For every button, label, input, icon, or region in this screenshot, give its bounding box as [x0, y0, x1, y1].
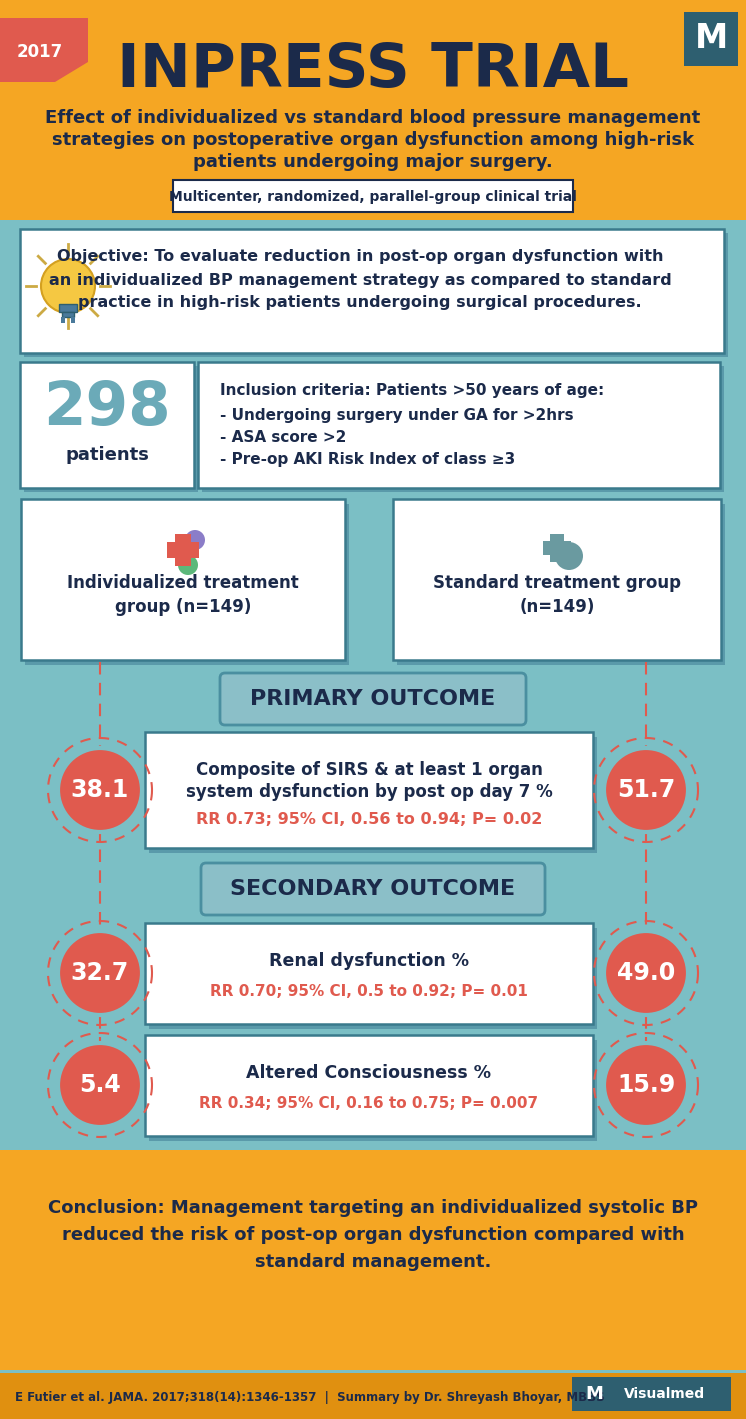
Text: - Pre-op AKI Risk Index of class ≥3: - Pre-op AKI Risk Index of class ≥3 [220, 453, 515, 467]
FancyBboxPatch shape [202, 366, 724, 492]
Text: standard management.: standard management. [255, 1253, 491, 1271]
Text: patients: patients [65, 446, 149, 464]
Text: system dysfunction by post op day 7 %: system dysfunction by post op day 7 % [186, 783, 552, 800]
FancyBboxPatch shape [175, 534, 191, 566]
FancyBboxPatch shape [61, 316, 65, 324]
Circle shape [604, 931, 688, 1015]
FancyBboxPatch shape [220, 673, 526, 725]
Text: E Futier et al. JAMA. 2017;318(14):1346-1357  |  Summary by Dr. Shreyash Bhoyar,: E Futier et al. JAMA. 2017;318(14):1346-… [15, 1391, 605, 1403]
Text: 5.4: 5.4 [79, 1073, 121, 1097]
Text: 15.9: 15.9 [617, 1073, 675, 1097]
Text: Conclusion: Management targeting an individualized systolic BP: Conclusion: Management targeting an indi… [48, 1199, 698, 1218]
Text: 32.7: 32.7 [71, 961, 129, 985]
FancyBboxPatch shape [20, 362, 194, 488]
Text: Composite of SIRS & at least 1 organ: Composite of SIRS & at least 1 organ [195, 761, 542, 779]
Text: Multicenter, randomized, parallel-group clinical trial: Multicenter, randomized, parallel-group … [169, 190, 577, 204]
FancyBboxPatch shape [71, 316, 75, 324]
FancyBboxPatch shape [397, 504, 725, 666]
Text: 38.1: 38.1 [71, 778, 129, 802]
FancyBboxPatch shape [24, 233, 728, 358]
FancyBboxPatch shape [145, 922, 593, 1025]
Text: Altered Consciousness %: Altered Consciousness % [246, 1064, 492, 1083]
FancyBboxPatch shape [167, 542, 199, 558]
Text: Visualmed: Visualmed [624, 1386, 704, 1401]
FancyBboxPatch shape [59, 304, 77, 312]
Circle shape [58, 748, 142, 832]
Text: Inclusion criteria: Patients >50 years of age:: Inclusion criteria: Patients >50 years o… [220, 383, 604, 397]
Circle shape [604, 748, 688, 832]
Text: Individualized treatment
group (n=149): Individualized treatment group (n=149) [67, 573, 299, 616]
Circle shape [604, 1043, 688, 1127]
Text: 49.0: 49.0 [617, 961, 675, 985]
Text: Objective: To evaluate reduction in post-op organ dysfunction with: Objective: To evaluate reduction in post… [57, 250, 663, 264]
Circle shape [178, 555, 198, 575]
Text: 51.7: 51.7 [617, 778, 675, 802]
Text: - ASA score >2: - ASA score >2 [220, 430, 346, 446]
FancyBboxPatch shape [201, 863, 545, 915]
FancyBboxPatch shape [0, 1374, 746, 1419]
FancyBboxPatch shape [145, 1034, 593, 1137]
Text: Standard treatment group
(n=149): Standard treatment group (n=149) [433, 573, 681, 616]
Text: RR 0.73; 95% CI, 0.56 to 0.94; P= 0.02: RR 0.73; 95% CI, 0.56 to 0.94; P= 0.02 [195, 813, 542, 827]
FancyBboxPatch shape [20, 228, 724, 353]
Text: reduced the risk of post-op organ dysfunction compared with: reduced the risk of post-op organ dysfun… [62, 1226, 684, 1244]
FancyBboxPatch shape [684, 11, 738, 67]
Text: an individualized BP management strategy as compared to standard: an individualized BP management strategy… [48, 272, 671, 288]
Circle shape [555, 542, 583, 570]
FancyBboxPatch shape [198, 362, 720, 488]
FancyBboxPatch shape [0, 1374, 746, 1419]
FancyBboxPatch shape [145, 732, 593, 849]
Text: RR 0.70; 95% CI, 0.5 to 0.92; P= 0.01: RR 0.70; 95% CI, 0.5 to 0.92; P= 0.01 [210, 983, 528, 999]
FancyBboxPatch shape [393, 499, 721, 660]
FancyBboxPatch shape [149, 928, 597, 1029]
Circle shape [58, 931, 142, 1015]
FancyBboxPatch shape [173, 180, 573, 211]
FancyBboxPatch shape [62, 312, 74, 316]
Text: practice in high-risk patients undergoing surgical procedures.: practice in high-risk patients undergoin… [78, 295, 642, 311]
Text: Effect of individualized vs standard blood pressure management: Effect of individualized vs standard blo… [46, 109, 700, 126]
Text: - Undergoing surgery under GA for >2hrs: - Undergoing surgery under GA for >2hrs [220, 409, 574, 423]
FancyBboxPatch shape [543, 541, 571, 555]
Circle shape [185, 531, 205, 551]
Text: strategies on postoperative organ dysfunction among high-risk: strategies on postoperative organ dysfun… [52, 131, 694, 149]
Circle shape [58, 1043, 142, 1127]
FancyBboxPatch shape [550, 534, 564, 562]
FancyBboxPatch shape [149, 736, 597, 853]
FancyBboxPatch shape [25, 504, 349, 666]
FancyBboxPatch shape [0, 0, 746, 220]
Text: RR 0.34; 95% CI, 0.16 to 0.75; P= 0.007: RR 0.34; 95% CI, 0.16 to 0.75; P= 0.007 [199, 1095, 539, 1111]
FancyBboxPatch shape [572, 1376, 731, 1410]
Circle shape [41, 260, 95, 314]
FancyBboxPatch shape [21, 499, 345, 660]
Text: Renal dysfunction %: Renal dysfunction % [269, 952, 469, 971]
FancyBboxPatch shape [0, 220, 746, 1415]
Text: PRIMARY OUTCOME: PRIMARY OUTCOME [251, 690, 495, 710]
Text: M: M [585, 1385, 603, 1403]
Polygon shape [0, 18, 88, 82]
Text: patients undergoing major surgery.: patients undergoing major surgery. [193, 153, 553, 172]
Text: 298: 298 [43, 379, 171, 437]
Text: SECONDARY OUTCOME: SECONDARY OUTCOME [231, 878, 515, 900]
FancyBboxPatch shape [149, 1040, 597, 1141]
FancyBboxPatch shape [0, 1149, 746, 1369]
Text: 2017: 2017 [17, 43, 63, 61]
Text: INPRESS TRIAL: INPRESS TRIAL [117, 41, 629, 99]
Text: M: M [695, 23, 727, 55]
FancyBboxPatch shape [24, 366, 198, 492]
